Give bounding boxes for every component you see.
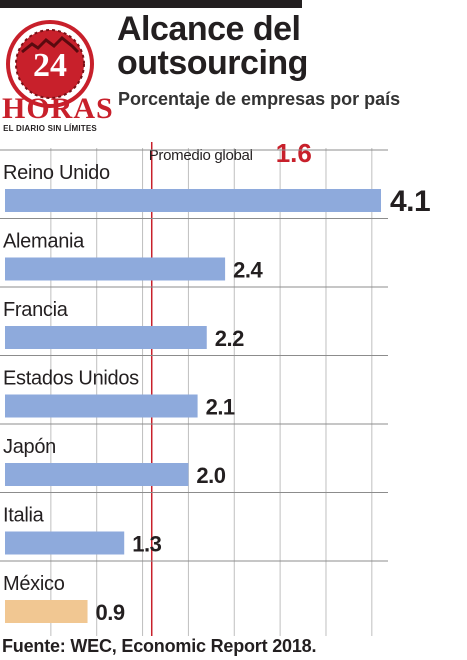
category-label: Reino Unido xyxy=(3,162,110,184)
chart-title: Alcance del outsourcing xyxy=(117,10,308,82)
value-label: 1.3 xyxy=(132,532,161,557)
bar xyxy=(5,257,226,281)
bar xyxy=(5,326,207,349)
bar xyxy=(5,600,88,623)
category-label: México xyxy=(3,573,65,595)
value-label: 2.0 xyxy=(196,463,225,488)
average-value-label: 1.6 xyxy=(276,140,312,168)
logo-tagline: EL DIARIO SIN LÍMITES xyxy=(3,124,97,133)
top-rule xyxy=(0,0,302,8)
logo-word: HORAS xyxy=(2,92,114,125)
value-label: 2.2 xyxy=(215,326,244,351)
bar xyxy=(5,531,125,555)
logo-number: 24 xyxy=(33,47,67,84)
category-label: Estados Unidos xyxy=(3,368,139,390)
publisher-logo: 24 xyxy=(2,16,98,134)
bar-chart: Promedio global 1.6 Reino Unido 4.1 Alemania… xyxy=(0,140,431,636)
bar xyxy=(5,463,189,486)
logo-emblem-icon: 24 xyxy=(6,20,94,108)
bar xyxy=(5,394,198,418)
value-label: 2.4 xyxy=(233,258,263,283)
category-label: Italia xyxy=(3,505,45,527)
category-label: Japón xyxy=(3,436,56,458)
value-label: 4.1 xyxy=(390,185,430,218)
source-note: Fuente: WEC, Economic Report 2018. xyxy=(2,636,317,656)
value-label: 2.1 xyxy=(206,395,235,420)
chart-subtitle: Porcentaje de empresas por país xyxy=(118,89,401,109)
value-label: 0.9 xyxy=(96,600,125,625)
bar xyxy=(5,189,381,212)
average-label: Promedio global xyxy=(149,147,253,164)
category-label: Alemania xyxy=(3,231,85,253)
category-label: Francia xyxy=(3,299,69,321)
